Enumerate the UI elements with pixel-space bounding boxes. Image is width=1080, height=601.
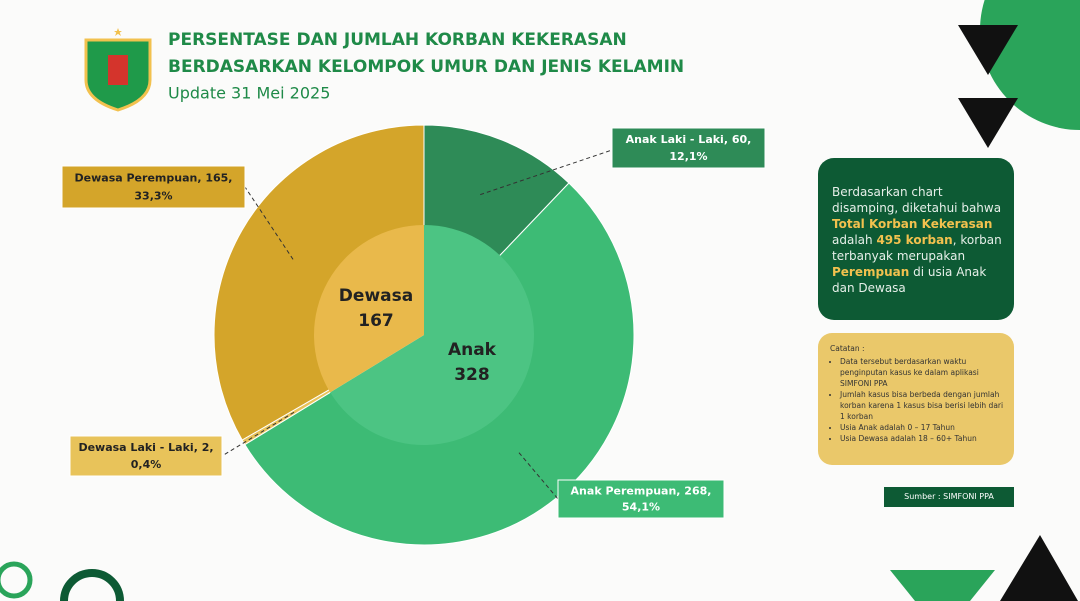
data-label: Dewasa Perempuan, 165,: [75, 172, 233, 185]
highlight-text: Total Korban Kekerasan: [832, 217, 993, 231]
inner-segment: [313, 225, 424, 393]
inner-label: Anak: [448, 340, 497, 360]
note-item: Data tersebut berdasarkan waktu penginpu…: [840, 356, 1006, 389]
plot-area: Anak Laki - Laki, 60, 12,1% Anak Perempuan…: [61, 124, 766, 546]
decor-triangle: [1000, 535, 1078, 601]
notes-list: Data tersebut berdasarkan waktu penginpu…: [830, 356, 1006, 444]
inner-label: Dewasa: [339, 286, 413, 306]
decor-ring: [60, 569, 124, 601]
logo: [84, 28, 152, 112]
source: Sumber : SIMFONI PPA: [884, 487, 1014, 507]
label-box: [557, 479, 725, 519]
data-label: Anak Laki - Laki, 60,: [626, 133, 752, 146]
label-box: [69, 435, 223, 477]
leader-line: [480, 149, 613, 196]
note-item: Usia Anak adalah 0 – 17 Tahun: [840, 422, 1006, 433]
percent-label: 54,1%: [622, 501, 660, 514]
leader-line: [221, 411, 295, 457]
leader-line: [518, 452, 559, 500]
title-line: PERSENTASE DAN JUMLAH KORBAN KEKERASAN: [168, 30, 627, 50]
info-text: adalah: [832, 233, 877, 247]
highlight-text: Perempuan: [832, 265, 910, 279]
inner-segment: [330, 225, 534, 445]
notes-box: Catatan : Data tersebut berdasarkan wakt…: [818, 333, 1014, 465]
decor-shape: [890, 570, 995, 601]
percent-label: 0,4%: [131, 458, 162, 471]
info-text: , korban terbanyak merupakan: [832, 233, 1002, 263]
data-label: Dewasa Laki - Laki, 2,: [78, 441, 213, 454]
decor-ring: [0, 561, 33, 599]
label-box: [611, 127, 766, 169]
highlight-text: 495 korban: [876, 233, 953, 247]
info-box: Berdasarkan chart disamping, diketahui b…: [818, 158, 1014, 320]
inner-value: 328: [454, 365, 490, 385]
label-box: [61, 165, 246, 209]
percent-label: 12,1%: [669, 150, 707, 163]
data-label: Anak Perempuan, 268,: [571, 484, 712, 497]
info-text: Berdasarkan chart disamping, diketahui b…: [832, 185, 1002, 215]
info-text: di usia Anak dan Dewasa: [832, 265, 987, 295]
note-item: Usia Dewasa adalah 18 – 60+ Tahun: [840, 433, 1006, 444]
decor-triangle: [958, 98, 1018, 148]
title-line: BERDASARKAN KELOMPOK UMUR DAN JENIS KELA…: [168, 57, 684, 77]
update-date: Update 31 Mei 2025: [168, 84, 330, 103]
decor-triangle: [958, 25, 1018, 75]
note-item: Jumlah kasus bisa berbeda dengan jumlah …: [840, 389, 1006, 422]
leader-line: [244, 186, 294, 260]
notes-title: Catatan :: [830, 344, 865, 353]
percent-label: 33,3%: [134, 190, 172, 203]
inner-value: 167: [358, 311, 394, 331]
